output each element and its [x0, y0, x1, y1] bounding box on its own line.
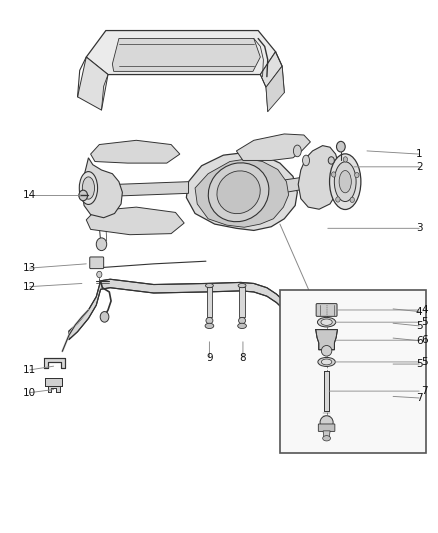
- Text: 5: 5: [416, 359, 423, 369]
- Text: 11: 11: [23, 365, 36, 375]
- Polygon shape: [280, 177, 302, 193]
- Ellipse shape: [217, 171, 260, 214]
- Circle shape: [79, 190, 88, 201]
- Polygon shape: [113, 38, 260, 71]
- Ellipse shape: [205, 323, 214, 328]
- Text: 7: 7: [416, 393, 423, 403]
- Circle shape: [336, 197, 340, 202]
- Circle shape: [343, 157, 348, 162]
- Ellipse shape: [208, 163, 269, 222]
- Circle shape: [282, 345, 290, 356]
- Ellipse shape: [318, 358, 336, 367]
- Ellipse shape: [303, 155, 310, 166]
- Polygon shape: [186, 152, 297, 230]
- Ellipse shape: [321, 345, 332, 356]
- Circle shape: [336, 141, 345, 152]
- FancyBboxPatch shape: [316, 304, 337, 317]
- Text: 4: 4: [416, 306, 423, 317]
- Polygon shape: [266, 66, 284, 112]
- Text: 8: 8: [240, 353, 246, 362]
- Ellipse shape: [321, 359, 332, 365]
- Circle shape: [97, 271, 102, 278]
- Polygon shape: [82, 158, 122, 217]
- Text: 6: 6: [421, 335, 428, 345]
- Ellipse shape: [293, 145, 301, 157]
- Polygon shape: [69, 279, 292, 340]
- Polygon shape: [260, 52, 282, 87]
- Ellipse shape: [339, 171, 351, 193]
- Polygon shape: [298, 146, 340, 209]
- Text: 9: 9: [206, 353, 213, 362]
- Bar: [280, 290, 426, 453]
- Circle shape: [355, 173, 359, 177]
- Text: 14: 14: [23, 190, 36, 200]
- Polygon shape: [118, 182, 188, 196]
- Ellipse shape: [323, 435, 331, 441]
- Polygon shape: [237, 134, 311, 160]
- Polygon shape: [45, 378, 62, 386]
- Polygon shape: [207, 287, 212, 317]
- FancyBboxPatch shape: [90, 257, 104, 269]
- Text: 1: 1: [416, 149, 423, 159]
- Ellipse shape: [239, 317, 246, 324]
- Ellipse shape: [334, 162, 356, 201]
- Ellipse shape: [320, 416, 333, 429]
- FancyBboxPatch shape: [318, 424, 335, 431]
- Circle shape: [96, 238, 107, 251]
- Polygon shape: [240, 287, 245, 317]
- Circle shape: [328, 157, 334, 164]
- Text: 2: 2: [416, 162, 423, 172]
- Polygon shape: [47, 386, 60, 392]
- Polygon shape: [44, 358, 65, 368]
- Polygon shape: [86, 207, 184, 235]
- Polygon shape: [86, 30, 276, 75]
- Text: 7: 7: [421, 386, 428, 396]
- Text: 4: 4: [421, 305, 428, 315]
- Polygon shape: [323, 431, 330, 438]
- Text: 5: 5: [416, 321, 423, 331]
- Ellipse shape: [318, 317, 336, 327]
- Polygon shape: [91, 140, 180, 163]
- Text: 13: 13: [23, 263, 36, 273]
- Text: 5: 5: [421, 317, 428, 327]
- Ellipse shape: [238, 323, 247, 328]
- Ellipse shape: [329, 154, 361, 209]
- Ellipse shape: [205, 284, 213, 288]
- Polygon shape: [324, 371, 329, 411]
- Ellipse shape: [321, 319, 332, 325]
- Polygon shape: [78, 57, 108, 110]
- Text: 3: 3: [416, 223, 423, 233]
- Circle shape: [350, 197, 354, 203]
- Polygon shape: [195, 159, 289, 227]
- Text: 12: 12: [23, 281, 36, 292]
- Ellipse shape: [206, 317, 213, 324]
- Circle shape: [100, 312, 109, 322]
- Ellipse shape: [82, 177, 95, 199]
- Text: 6: 6: [416, 336, 423, 346]
- Ellipse shape: [79, 172, 98, 205]
- Polygon shape: [316, 329, 337, 350]
- Circle shape: [332, 172, 336, 177]
- Ellipse shape: [238, 284, 246, 288]
- Text: 10: 10: [23, 387, 36, 398]
- Text: 5: 5: [421, 357, 428, 367]
